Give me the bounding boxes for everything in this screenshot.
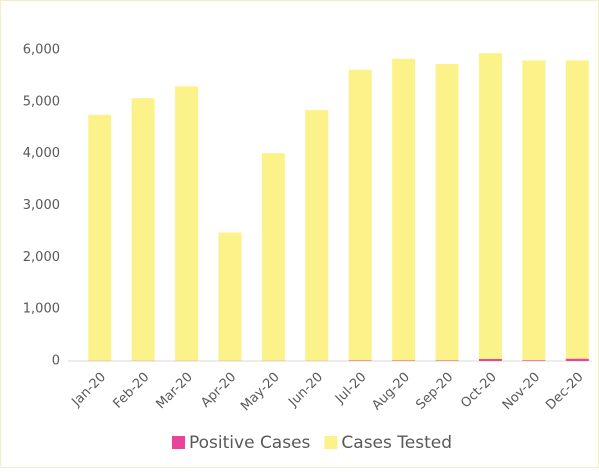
legend-label: Positive Cases (189, 433, 311, 453)
legend-swatch (172, 436, 185, 449)
legend-label: Cases Tested (341, 433, 452, 453)
y-tick-label: 2,000 (23, 250, 60, 265)
bar-segment (349, 70, 372, 361)
bar-segment (436, 64, 459, 360)
bar-segment (132, 98, 155, 361)
bar-segment (566, 359, 589, 361)
bar-segment (479, 359, 502, 361)
y-tick-label: 4,000 (23, 146, 60, 161)
y-tick-label: 1,000 (23, 302, 60, 317)
y-tick-label: 5,000 (23, 94, 60, 109)
bar-segment (479, 53, 502, 359)
y-tick-label: 3,000 (23, 198, 60, 213)
bar-segment (218, 232, 241, 360)
bar-segment (262, 153, 285, 361)
bar-segment (349, 360, 372, 361)
bar-segment (436, 360, 459, 361)
y-tick-label: 0 (52, 354, 60, 369)
bar-segment (392, 360, 415, 361)
bar-segment (305, 110, 328, 361)
y-tick-label: 6,000 (23, 43, 60, 58)
legend-swatch (324, 436, 337, 449)
bar-segment (522, 360, 545, 361)
bar-segment (88, 115, 111, 361)
bar-segment (392, 59, 415, 361)
bar-segment (175, 86, 198, 360)
bar-segment (566, 60, 589, 358)
bar-segment (522, 60, 545, 360)
